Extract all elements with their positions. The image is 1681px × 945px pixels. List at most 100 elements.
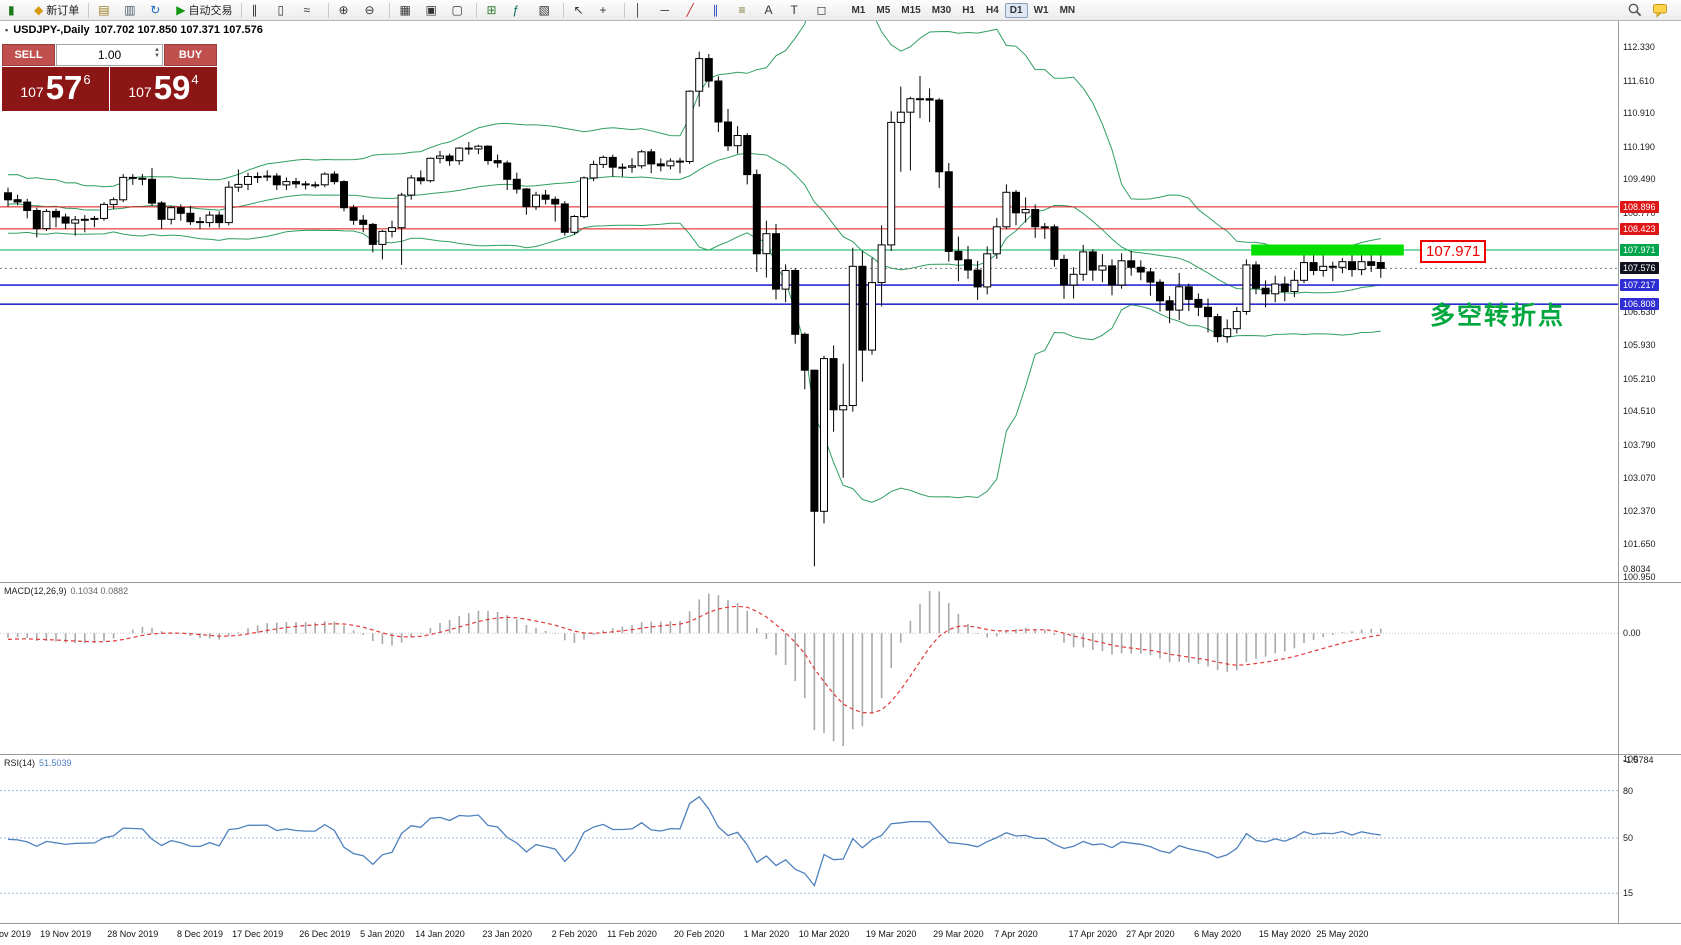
trendline-button[interactable]: ╱ xyxy=(682,0,706,20)
rsi-panel[interactable] xyxy=(0,755,1618,923)
line-chart-button[interactable]: ≈ xyxy=(299,0,323,20)
fibonacci-button[interactable]: ≡ xyxy=(734,0,758,20)
shapes-button[interactable]: ◻ xyxy=(812,0,836,20)
sell-price-pips: 57 xyxy=(45,69,83,106)
axis-separator xyxy=(1618,21,1619,924)
date-label: 7 Apr 2020 xyxy=(994,929,1038,939)
macd-histogram xyxy=(7,591,1382,746)
zoom-in-button[interactable]: ⊕ xyxy=(334,0,358,20)
chat-icon[interactable] xyxy=(1652,2,1669,18)
timeframe-d1[interactable]: D1 xyxy=(1004,2,1028,18)
volume-input[interactable]: 1.00 ▲ ▼ xyxy=(56,44,163,66)
date-label: 17 Apr 2020 xyxy=(1068,929,1118,939)
rsi-axis-label: 80 xyxy=(1623,785,1634,796)
date-label: 29 Mar 2020 xyxy=(933,929,984,939)
new-order-button[interactable]: ◆ 新订单 xyxy=(30,0,83,20)
date-label: 0 Nov 2019 xyxy=(0,929,32,939)
price-axis-label: 103.790 xyxy=(1623,439,1656,450)
objects-button[interactable]: ▧ xyxy=(534,0,558,20)
vertical-line-button[interactable]: │ xyxy=(630,0,654,20)
sell-button[interactable]: SELL xyxy=(2,44,55,66)
candlestick-chart-button[interactable]: ▯ xyxy=(273,0,297,20)
tile-windows-button[interactable]: ▦ xyxy=(395,0,419,20)
buy-price[interactable]: 107 59 4 xyxy=(110,67,217,111)
cursor-button[interactable]: ↖ xyxy=(569,0,593,20)
volume-value: 1.00 xyxy=(97,48,122,62)
price-tag-106.808[interactable]: 106.808 xyxy=(1620,298,1659,311)
price-axis-label: 101.650 xyxy=(1623,539,1656,550)
zoom-in-button-glyph: ⊕ xyxy=(338,3,349,17)
volume-stepper[interactable]: ▲ ▼ xyxy=(154,47,160,59)
price-axis[interactable]: 112.330111.610110.910110.190109.490108.7… xyxy=(1619,21,1681,924)
toolbar-separator xyxy=(328,2,330,18)
new-order-button-label: 新订单 xyxy=(46,5,80,17)
price-chart[interactable] xyxy=(0,21,1618,582)
cursor-button-glyph: ↖ xyxy=(573,3,584,17)
price-axis-label: 100.950 xyxy=(1623,571,1656,582)
timeframe-m15[interactable]: M15 xyxy=(901,4,921,16)
data-window-button[interactable]: ▥ xyxy=(120,0,144,20)
fibonacci-button-glyph: ≡ xyxy=(738,3,746,17)
auto-trading-button-glyph: ▶ xyxy=(176,3,186,17)
price-tag-108.896[interactable]: 108.896 xyxy=(1620,200,1659,213)
zoom-out-button[interactable]: ⊖ xyxy=(360,0,384,20)
arrange-windows-button[interactable]: ▢ xyxy=(447,0,471,20)
timeframe-m1[interactable]: M1 xyxy=(851,4,866,16)
auto-trading-button[interactable]: ▶ 自动交易 xyxy=(172,0,236,20)
timeframe-w1[interactable]: W1 xyxy=(1033,4,1049,16)
horizontal-levels[interactable] xyxy=(0,206,1618,306)
timeframe-h4[interactable]: H4 xyxy=(985,4,999,16)
cascade-windows-button[interactable]: ▣ xyxy=(421,0,445,20)
channel-button[interactable]: ∥ xyxy=(708,0,732,20)
spinner-up-icon[interactable]: ▲ xyxy=(154,47,160,53)
date-label: 2 Feb 2020 xyxy=(551,929,598,939)
crosshair-button[interactable]: + xyxy=(595,0,619,20)
new-window-button[interactable]: ⊞ xyxy=(482,0,506,20)
new-chart-button[interactable]: ▮ xyxy=(4,0,28,20)
turning-point-band[interactable] xyxy=(1251,244,1404,256)
timeframe-h1[interactable]: H1 xyxy=(962,4,975,16)
buy-price-point: 4 xyxy=(191,72,199,87)
date-label: 11 Feb 2020 xyxy=(607,929,657,939)
panel-separator[interactable] xyxy=(0,582,1681,583)
text-label-button[interactable]: T xyxy=(786,0,810,20)
buy-button[interactable]: BUY xyxy=(164,44,217,66)
price-tag-108.423[interactable]: 108.423 xyxy=(1620,222,1659,235)
sell-price-figure: 107 xyxy=(20,84,44,100)
turning-point-note[interactable]: 多空转折点 xyxy=(1430,302,1566,330)
timeframe-m5[interactable]: M5 xyxy=(876,4,891,16)
text-button[interactable]: A xyxy=(760,0,784,20)
spinner-down-icon[interactable]: ▼ xyxy=(154,53,160,59)
date-label: 27 Apr 2020 xyxy=(1126,929,1175,939)
market-watch-button[interactable]: ▤ xyxy=(94,0,118,20)
buy-price-figure: 107 xyxy=(128,84,152,100)
timeframe-mn[interactable]: MN xyxy=(1059,4,1076,16)
channel-button-glyph: ∥ xyxy=(712,3,719,17)
price-axis-label: 104.510 xyxy=(1623,406,1656,417)
price-tag-107.217[interactable]: 107.217 xyxy=(1620,279,1659,292)
panel-separator[interactable] xyxy=(0,754,1681,755)
date-label: 15 May 2020 xyxy=(1258,929,1311,939)
zoom-out-button-glyph: ⊖ xyxy=(364,3,375,17)
rsi-label: RSI(14) 51.5039 xyxy=(4,758,72,768)
refresh-button-glyph: ↻ xyxy=(150,3,161,17)
refresh-button[interactable]: ↻ xyxy=(146,0,170,20)
search-icon[interactable] xyxy=(1627,2,1643,18)
time-axis[interactable]: 0 Nov 2019 19 Nov 2019 28 Nov 2019 8 Dec 20… xyxy=(0,924,1618,945)
date-label: 19 Mar 2020 xyxy=(865,929,917,939)
shapes-button-glyph: ◻ xyxy=(816,3,827,17)
timeframe-m30[interactable]: M30 xyxy=(931,4,952,16)
horizontal-line-button[interactable]: ─ xyxy=(656,0,680,20)
main-toolbar: ▮ ◆ 新订单 ▤ ▥ ↻ ▶ 自动交易 ∥ ▯ ≈ ⊕ ⊖ ▦ ▣ ▢ ⊞ ƒ ▧ ↖ + │ ─ ╱ ∥ ≡ A T ◻ M1 M5 M… xyxy=(0,0,1681,21)
macd-label: MACD(12,26,9) 0.1034 0.0882 xyxy=(4,586,128,596)
macd-panel[interactable] xyxy=(0,583,1618,754)
rsi-axis-label: 15 xyxy=(1623,888,1634,899)
sell-price[interactable]: 107 57 6 xyxy=(2,67,109,111)
level-price-label[interactable]: 107.971 xyxy=(1420,240,1487,263)
price-tag-107.971[interactable]: 107.971 xyxy=(1620,243,1659,256)
indicators-button[interactable]: ƒ xyxy=(508,0,532,20)
macd-signal-line xyxy=(7,605,1381,714)
bar-chart-button[interactable]: ∥ xyxy=(247,0,271,20)
rsi-line xyxy=(7,795,1381,887)
